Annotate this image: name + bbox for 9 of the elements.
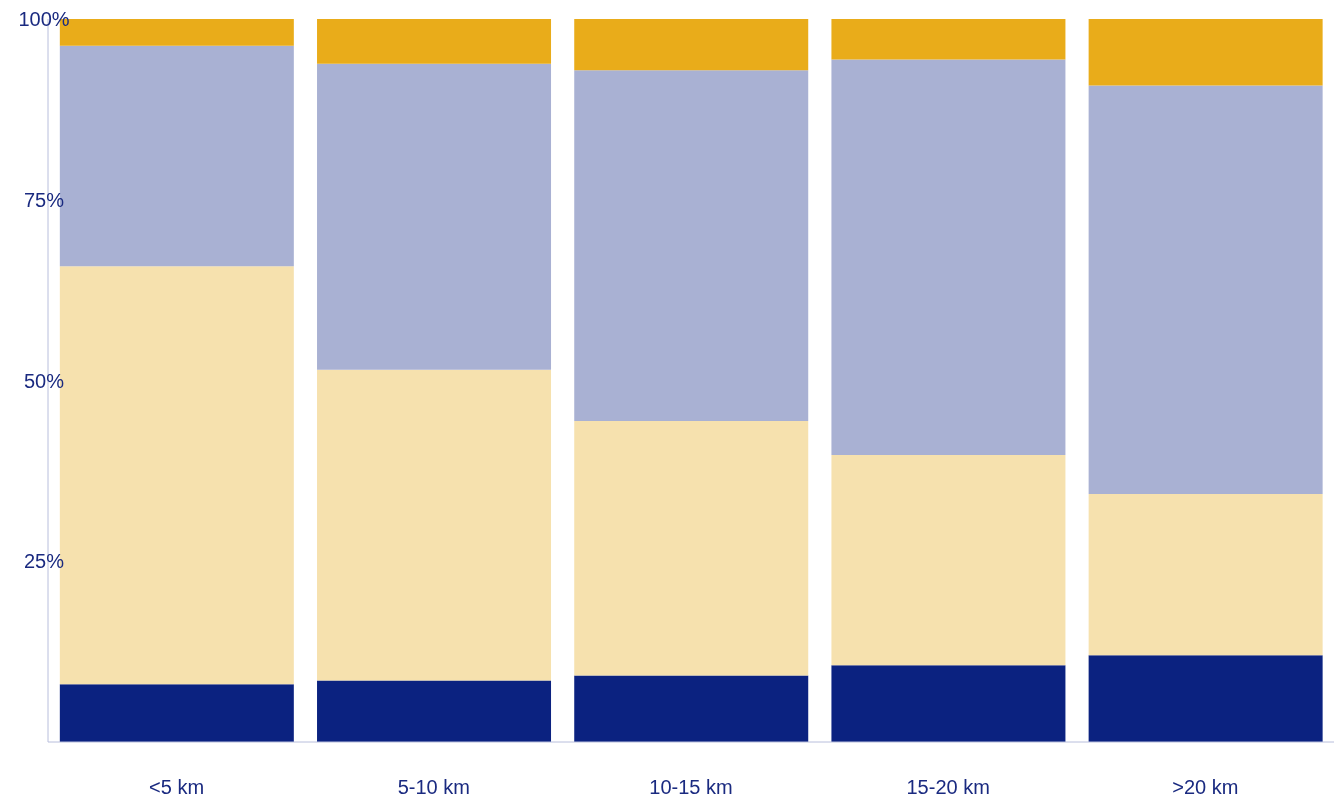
y-tick-label: 25% <box>23 550 65 573</box>
y-tick-label: 75% <box>23 188 65 211</box>
y-tick-label: 50% <box>23 369 65 392</box>
y-tick-label: 100% <box>18 8 70 31</box>
x-tick-label: 5-10 km <box>397 776 470 799</box>
x-tick-label: 15-20 km <box>906 776 990 799</box>
x-tick-label: >20 km <box>1172 776 1239 799</box>
x-tick-label: 10-15 km <box>649 776 733 799</box>
x-tick-label: <5 km <box>149 776 205 799</box>
